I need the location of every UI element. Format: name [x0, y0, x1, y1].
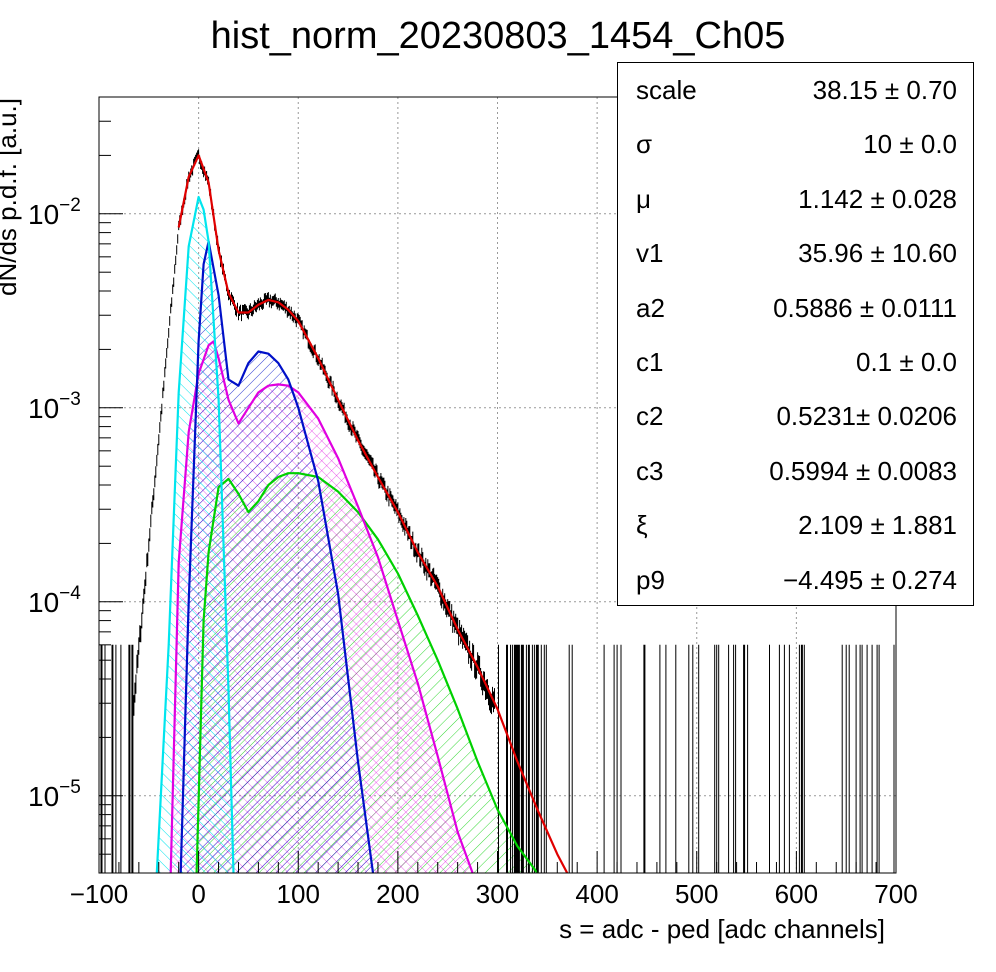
- stats-value: 0.5886 ± 0.0111: [773, 292, 957, 323]
- stats-key: ξ: [636, 510, 648, 541]
- stats-value: 0.1 ± 0.0: [855, 347, 957, 377]
- stats-value: 38.15 ± 0.70: [812, 75, 957, 105]
- stats-value: 0.5231± 0.0206: [776, 401, 957, 432]
- stats-key: c3: [636, 455, 664, 486]
- curve-two_pe: [169, 340, 474, 873]
- x-tick-label: 700: [874, 879, 917, 909]
- fill-pedestal: [156, 197, 234, 873]
- stats-row: c2 0.5231± 0.0206: [618, 389, 973, 443]
- stats-value: 2.109 ± 1.881: [798, 510, 957, 541]
- y-tick-label: 10−3: [28, 389, 81, 424]
- stats-key: v1: [636, 238, 664, 269]
- stats-key: μ: [636, 183, 651, 214]
- fit-curves: [155, 154, 569, 873]
- stats-key: c1: [636, 347, 664, 377]
- x-tick-label: 200: [376, 879, 419, 909]
- stats-key: σ: [636, 129, 653, 160]
- stats-value: 0.5994 ± 0.0083: [769, 455, 957, 486]
- stats-key: scale: [636, 75, 697, 105]
- x-tick-label: −100: [70, 879, 129, 909]
- stats-row: a2 0.5886 ± 0.0111: [618, 281, 973, 335]
- curve-pedestal: [155, 195, 235, 873]
- curve-one_pe: [179, 240, 375, 873]
- stats-row: σ 10 ± 0.0: [618, 117, 973, 171]
- y-tick-label: 10−2: [28, 195, 81, 230]
- stats-row: μ 1.142 ± 0.028: [618, 172, 973, 226]
- stats-row: ξ 2.109 ± 1.881: [618, 498, 973, 552]
- x-axis: −100 0 100 200 300 400 500 600 700: [70, 851, 918, 909]
- chart-title: hist_norm_20230803_1454_Ch05: [211, 15, 786, 57]
- x-tick-label: 400: [575, 879, 618, 909]
- curve-three_pe: [195, 472, 539, 873]
- stats-key: a2: [636, 292, 665, 323]
- stats-key: p9: [636, 564, 665, 595]
- component-fills: [156, 197, 538, 873]
- stats-row: p9 −4.495 ± 0.274: [618, 553, 973, 607]
- x-tick-label: 500: [675, 879, 718, 909]
- stats-value: 10 ± 0.0: [863, 129, 957, 160]
- fit-stats-box: scale 38.15 ± 0.70 σ 10 ± 0.0 μ 1.142 ± 0.028…: [617, 62, 974, 606]
- stats-value: −4.495 ± 0.274: [782, 564, 957, 595]
- y-axis-label: dN/ds p.d.f. [a.u.]: [0, 98, 22, 296]
- y-axis: 10−5 10−4 10−3 10−2: [28, 96, 123, 874]
- x-tick-label: 100: [277, 879, 320, 909]
- y-tick-label: 10−5: [28, 777, 81, 812]
- x-tick-label: 600: [775, 879, 818, 909]
- stats-key: c2: [636, 401, 664, 432]
- x-tick-label: 0: [191, 879, 205, 909]
- stats-value: 1.142 ± 0.028: [798, 183, 957, 214]
- x-tick-label: 300: [476, 879, 519, 909]
- stats-row: v1 35.96 ± 10.60: [618, 226, 973, 280]
- curve-total_fit: [177, 154, 569, 873]
- stats-value: 35.96 ± 10.60: [798, 238, 957, 269]
- y-tick-label: 10−4: [28, 583, 81, 618]
- stats-row: c1 0.1 ± 0.0: [618, 335, 973, 389]
- stats-row: c3 0.5994 ± 0.0083: [618, 444, 973, 498]
- stats-row: scale 38.15 ± 0.70: [618, 63, 973, 117]
- x-axis-label: s = adc - ped [adc channels]: [559, 914, 885, 944]
